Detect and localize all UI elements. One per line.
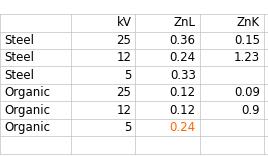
Text: 0.12: 0.12 bbox=[170, 86, 196, 99]
Text: 25: 25 bbox=[116, 34, 131, 47]
Text: Steel: Steel bbox=[4, 69, 34, 82]
Text: 5: 5 bbox=[124, 121, 131, 134]
Text: 0.12: 0.12 bbox=[170, 104, 196, 116]
Text: 12: 12 bbox=[116, 104, 131, 116]
Text: 0.33: 0.33 bbox=[170, 69, 196, 82]
Text: ZnL: ZnL bbox=[174, 16, 196, 29]
Text: 5: 5 bbox=[124, 69, 131, 82]
Text: Steel: Steel bbox=[4, 51, 34, 64]
Text: Organic: Organic bbox=[4, 104, 50, 116]
Text: Organic: Organic bbox=[4, 86, 50, 99]
Text: 0.9: 0.9 bbox=[241, 104, 260, 116]
Text: kV: kV bbox=[116, 16, 131, 29]
Text: 0.24: 0.24 bbox=[170, 51, 196, 64]
Text: 0.09: 0.09 bbox=[234, 86, 260, 99]
Text: 25: 25 bbox=[116, 86, 131, 99]
Text: Steel: Steel bbox=[4, 34, 34, 47]
Text: 0.36: 0.36 bbox=[170, 34, 196, 47]
Text: 0.24: 0.24 bbox=[170, 121, 196, 134]
Text: ZnK: ZnK bbox=[237, 16, 260, 29]
Text: 1.23: 1.23 bbox=[234, 51, 260, 64]
Text: Organic: Organic bbox=[4, 121, 50, 134]
Text: 0.15: 0.15 bbox=[234, 34, 260, 47]
Text: 12: 12 bbox=[116, 51, 131, 64]
